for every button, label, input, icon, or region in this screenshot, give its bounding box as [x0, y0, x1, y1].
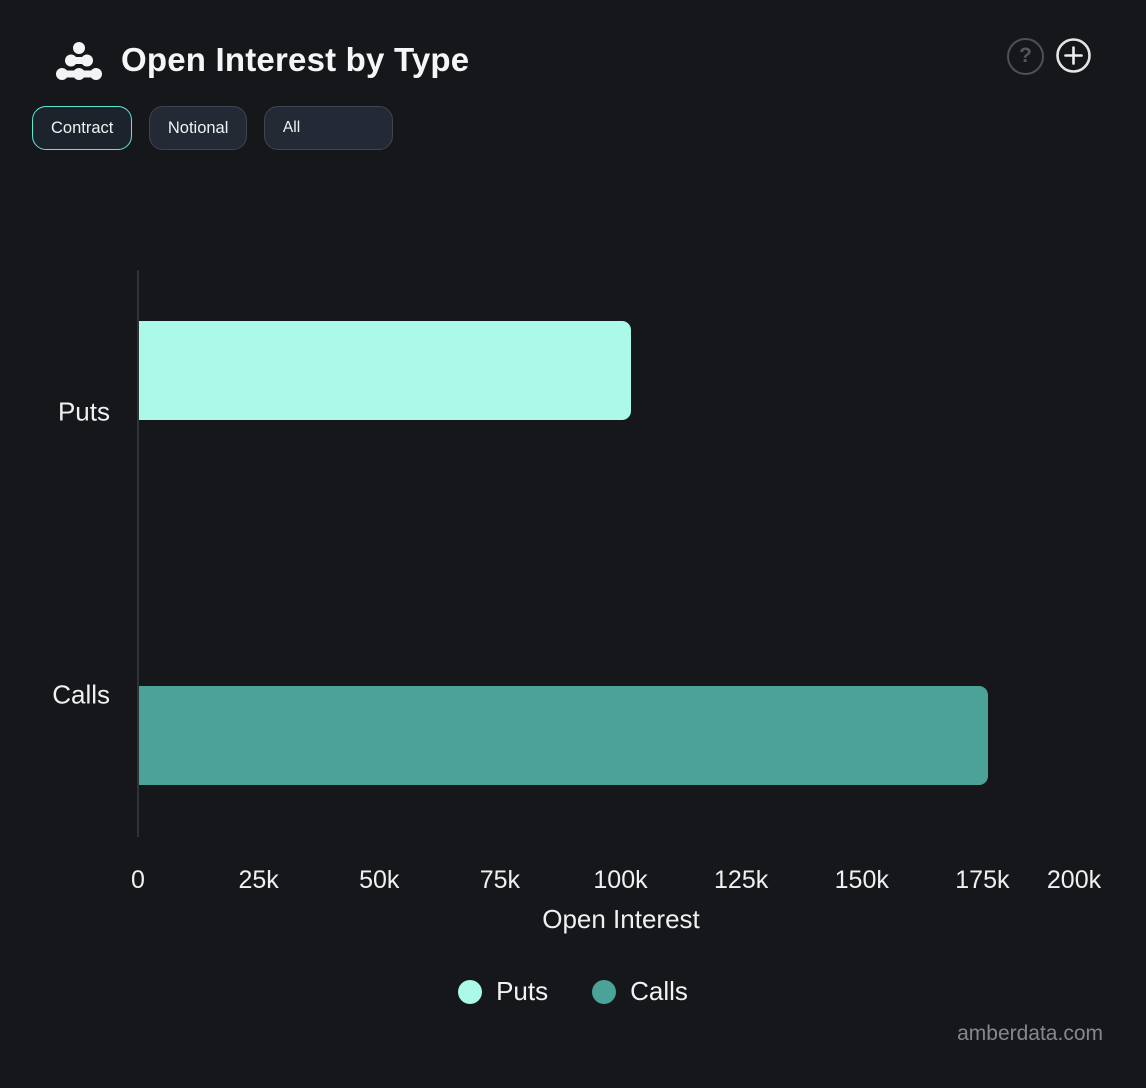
x-tick-200k: 200k — [1046, 866, 1102, 894]
add-button[interactable] — [1055, 37, 1092, 77]
page-title: Open Interest by Type — [121, 41, 470, 78]
legend-dot-puts-icon — [458, 979, 483, 1004]
notional-toggle-button[interactable]: Notional — [148, 106, 248, 150]
legend-label: Puts — [496, 976, 549, 1006]
legend-dot-calls-icon — [592, 979, 617, 1004]
bar-calls[interactable] — [139, 686, 989, 786]
help-button[interactable]: ? — [1007, 38, 1044, 75]
legend-item-calls[interactable]: Calls — [592, 976, 688, 1007]
x-tick-50k: 50k — [359, 866, 400, 894]
x-tick-125k: 125k — [714, 866, 769, 894]
category-label-puts: Puts — [57, 396, 110, 427]
watermark: amberdata.com — [957, 1022, 1103, 1045]
plus-icon — [1055, 37, 1092, 77]
time-filter-select[interactable]: All — [263, 106, 393, 150]
x-tick-0: 0 — [131, 866, 145, 894]
x-tick-75k: 75k — [479, 866, 521, 894]
x-axis-title: Open Interest — [542, 904, 700, 934]
category-label-calls: Calls — [52, 679, 110, 710]
legend-label: Calls — [630, 976, 688, 1006]
x-tick-25k: 25k — [238, 866, 279, 894]
x-tick-150k: 150k — [834, 866, 889, 894]
contract-toggle-button[interactable]: Contract — [32, 106, 133, 150]
question-mark-icon: ? — [1007, 38, 1044, 75]
x-tick-175k: 175k — [955, 866, 1010, 894]
x-tick-100k: 100k — [593, 866, 648, 894]
legend-item-puts[interactable]: Puts — [458, 976, 548, 1007]
y-axis-line — [137, 270, 139, 837]
bar-puts[interactable] — [139, 320, 632, 420]
chart-legend: Puts Calls — [0, 976, 1146, 1007]
cluster-icon — [55, 41, 103, 86]
unit-toggle-group: Contract Notional All — [32, 106, 393, 150]
